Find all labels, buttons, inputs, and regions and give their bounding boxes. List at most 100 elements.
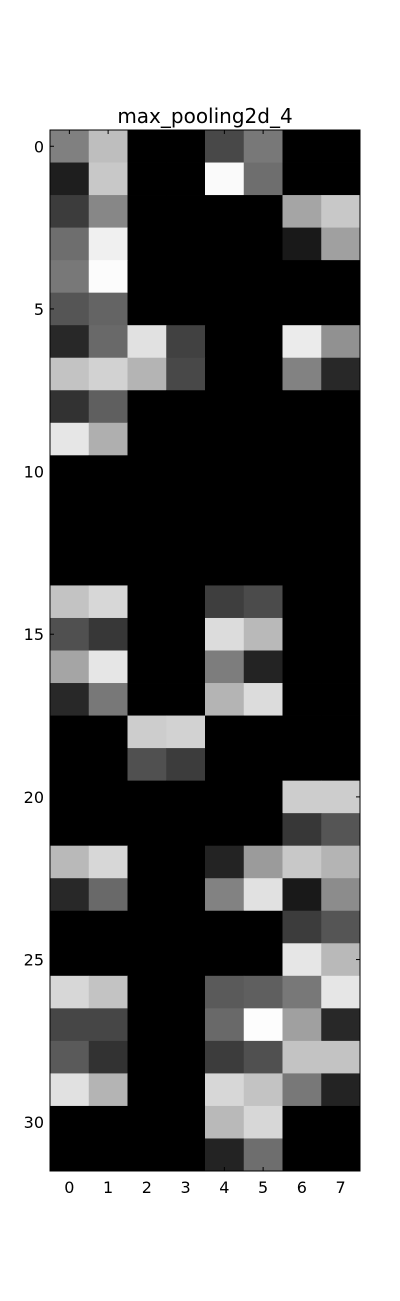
heatmap-cell-r28-c2 bbox=[128, 1041, 167, 1074]
heatmap-cell-r0-c4 bbox=[205, 130, 244, 163]
heatmap-cell-r20-c4 bbox=[205, 781, 244, 814]
heatmap-cell-r28-c0 bbox=[50, 1041, 89, 1074]
heatmap-cell-r16-c5 bbox=[244, 651, 283, 684]
y-tick-label-10: 10 bbox=[24, 463, 44, 482]
heatmap-cell-r21-c1 bbox=[89, 813, 128, 846]
heatmap-cell-r9-c4 bbox=[205, 423, 244, 456]
heatmap-cell-r2-c3 bbox=[166, 195, 205, 228]
heatmap-cell-r19-c1 bbox=[89, 748, 128, 781]
heatmap-cell-r13-c3 bbox=[166, 553, 205, 586]
heatmap-cell-r16-c0 bbox=[50, 651, 89, 684]
heatmap-cell-r12-c3 bbox=[166, 520, 205, 553]
heatmap-cell-r14-c1 bbox=[89, 585, 128, 618]
heatmap-cell-r11-c1 bbox=[89, 488, 128, 521]
heatmap-cell-r3-c0 bbox=[50, 228, 89, 261]
heatmap-cell-r9-c1 bbox=[89, 423, 128, 456]
heatmap-cell-r29-c7 bbox=[321, 1073, 360, 1106]
heatmap-cell-r22-c4 bbox=[205, 846, 244, 879]
heatmap-cell-r27-c6 bbox=[283, 1008, 322, 1041]
heatmap-cell-r27-c2 bbox=[128, 1008, 167, 1041]
heatmap-cell-r2-c4 bbox=[205, 195, 244, 228]
heatmap-cell-r0-c6 bbox=[283, 130, 322, 163]
heatmap-cell-r15-c4 bbox=[205, 618, 244, 651]
heatmap-cell-r10-c7 bbox=[321, 455, 360, 488]
heatmap-cell-r25-c1 bbox=[89, 943, 128, 976]
x-tick-label-4: 4 bbox=[219, 1178, 229, 1197]
heatmap-cell-r6-c1 bbox=[89, 325, 128, 358]
heatmap-cell-r28-c6 bbox=[283, 1041, 322, 1074]
heatmap-cell-r5-c6 bbox=[283, 293, 322, 326]
heatmap-cell-r16-c2 bbox=[128, 651, 167, 684]
heatmap-cell-r21-c3 bbox=[166, 813, 205, 846]
heatmap-cell-r12-c1 bbox=[89, 520, 128, 553]
heatmap-cell-r19-c0 bbox=[50, 748, 89, 781]
y-tick-label-0: 0 bbox=[34, 137, 44, 156]
heatmap-cell-r14-c4 bbox=[205, 585, 244, 618]
heatmap-cell-r7-c2 bbox=[128, 358, 167, 391]
heatmap-cell-r10-c3 bbox=[166, 455, 205, 488]
heatmap-cell-r25-c2 bbox=[128, 943, 167, 976]
heatmap-cell-r29-c3 bbox=[166, 1073, 205, 1106]
heatmap-cell-r17-c2 bbox=[128, 683, 167, 716]
heatmap-cell-r26-c4 bbox=[205, 976, 244, 1009]
heatmap-cell-r18-c0 bbox=[50, 716, 89, 749]
heatmap-cell-r24-c7 bbox=[321, 911, 360, 944]
heatmap-cell-r11-c2 bbox=[128, 488, 167, 521]
heatmap-cell-r17-c6 bbox=[283, 683, 322, 716]
heatmap-cell-r8-c2 bbox=[128, 390, 167, 423]
heatmap-cell-r19-c6 bbox=[283, 748, 322, 781]
heatmap-cell-r23-c4 bbox=[205, 878, 244, 911]
heatmap-cell-r26-c1 bbox=[89, 976, 128, 1009]
heatmap-cell-r20-c7 bbox=[321, 781, 360, 814]
heatmap-cell-r20-c5 bbox=[244, 781, 283, 814]
heatmap-cell-r8-c3 bbox=[166, 390, 205, 423]
heatmap-cell-r22-c6 bbox=[283, 846, 322, 879]
heatmap-cell-r31-c2 bbox=[128, 1138, 167, 1171]
heatmap-cell-r4-c4 bbox=[205, 260, 244, 293]
heatmap-cell-r3-c6 bbox=[283, 228, 322, 261]
heatmap-cell-r2-c1 bbox=[89, 195, 128, 228]
heatmap-cell-r11-c5 bbox=[244, 488, 283, 521]
heatmap-cell-r30-c0 bbox=[50, 1106, 89, 1139]
heatmap-cell-r0-c1 bbox=[89, 130, 128, 163]
heatmap-cell-r16-c6 bbox=[283, 651, 322, 684]
heatmap-cell-r28-c1 bbox=[89, 1041, 128, 1074]
heatmap-cell-r8-c7 bbox=[321, 390, 360, 423]
heatmap-cell-r15-c3 bbox=[166, 618, 205, 651]
heatmap-cell-r6-c2 bbox=[128, 325, 167, 358]
y-tick-label-15: 15 bbox=[24, 625, 44, 644]
heatmap-cell-r15-c0 bbox=[50, 618, 89, 651]
heatmap-cell-r31-c5 bbox=[244, 1138, 283, 1171]
heatmap-cell-r3-c4 bbox=[205, 228, 244, 261]
heatmap-cell-r6-c7 bbox=[321, 325, 360, 358]
heatmap-cell-r10-c4 bbox=[205, 455, 244, 488]
heatmap-cell-r17-c4 bbox=[205, 683, 244, 716]
heatmap-cell-r13-c0 bbox=[50, 553, 89, 586]
heatmap-cell-r7-c1 bbox=[89, 358, 128, 391]
heatmap-cell-r31-c6 bbox=[283, 1138, 322, 1171]
heatmap-cell-r23-c3 bbox=[166, 878, 205, 911]
heatmap-cell-r15-c7 bbox=[321, 618, 360, 651]
heatmap-cell-r28-c3 bbox=[166, 1041, 205, 1074]
heatmap-cell-r8-c0 bbox=[50, 390, 89, 423]
heatmap-cell-r14-c7 bbox=[321, 585, 360, 618]
heatmap-cell-r28-c7 bbox=[321, 1041, 360, 1074]
heatmap-cell-r22-c2 bbox=[128, 846, 167, 879]
heatmap-cell-r18-c2 bbox=[128, 716, 167, 749]
heatmap-cell-r29-c1 bbox=[89, 1073, 128, 1106]
heatmap-cell-r13-c4 bbox=[205, 553, 244, 586]
heatmap-cell-r0-c3 bbox=[166, 130, 205, 163]
x-tick-label-3: 3 bbox=[181, 1178, 191, 1197]
heatmap-cell-r27-c3 bbox=[166, 1008, 205, 1041]
heatmap-cell-r24-c2 bbox=[128, 911, 167, 944]
heatmap-cell-r1-c1 bbox=[89, 163, 128, 196]
heatmap-cell-r14-c6 bbox=[283, 585, 322, 618]
heatmap-cell-r16-c3 bbox=[166, 651, 205, 684]
x-tick-label-7: 7 bbox=[336, 1178, 346, 1197]
heatmap-cell-r0-c2 bbox=[128, 130, 167, 163]
heatmap-cell-r1-c6 bbox=[283, 163, 322, 196]
heatmap-cell-r14-c5 bbox=[244, 585, 283, 618]
heatmap-cell-r4-c6 bbox=[283, 260, 322, 293]
heatmap-cell-r2-c0 bbox=[50, 195, 89, 228]
heatmap-cell-r18-c1 bbox=[89, 716, 128, 749]
